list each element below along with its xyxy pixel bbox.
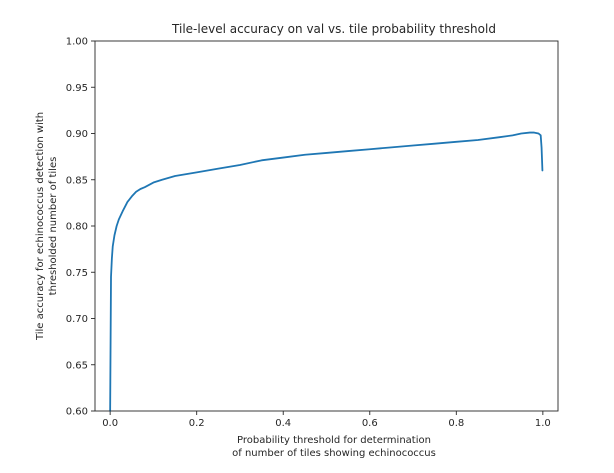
x-tick-label: 1.0 — [535, 418, 551, 429]
y-tick-label: 0.95 — [66, 83, 88, 94]
series-line — [109, 131, 544, 412]
plot-area-frame — [94, 40, 559, 412]
y-tick-label: 0.70 — [66, 314, 88, 325]
x-tick-label: 0.6 — [362, 418, 378, 429]
y-tick-label: 0.65 — [66, 360, 88, 371]
x-tick-label: 0.2 — [189, 418, 205, 429]
chart-title: Tile-level accuracy on val vs. tile prob… — [171, 22, 496, 36]
y-tick-label: 0.90 — [66, 129, 88, 140]
y-axis-label-line-1: Tile accuracy for echinococcus detection… — [35, 112, 46, 341]
y-axis-ticks: 0.60 0.65 0.70 0.75 0.80 0.85 0.90 0.95 1.00 — [66, 37, 95, 418]
y-axis-label-line-2: thresholded number of tiles — [48, 157, 59, 296]
x-axis-label-line-1: Probability threshold for determination — [237, 435, 431, 446]
x-tick-label: 0.4 — [275, 418, 291, 429]
y-tick-label: 0.80 — [66, 222, 88, 233]
y-tick-label: 1.00 — [66, 37, 88, 48]
x-tick-label: 0.0 — [102, 418, 118, 429]
y-tick-label: 0.85 — [66, 175, 88, 186]
x-axis-label-line-2: of number of tiles showing echinococcus — [232, 448, 436, 459]
y-tick-label: 0.60 — [66, 407, 88, 418]
x-tick-label: 0.8 — [448, 418, 464, 429]
y-tick-label: 0.75 — [66, 268, 88, 279]
x-axis-ticks: 0.0 0.2 0.4 0.6 0.8 1.0 — [102, 411, 551, 429]
